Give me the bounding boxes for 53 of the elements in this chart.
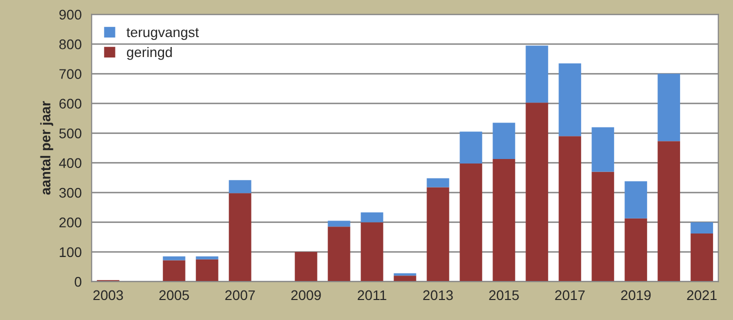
y-tick-label: 100 (60, 247, 82, 258)
y-tick-label: 200 (59, 218, 82, 228)
x-tick-label: 2019 (621, 290, 651, 300)
legend-label: geringd (126, 46, 172, 60)
y-tick-label: 800 (59, 39, 82, 50)
x-tick-label: 2003 (93, 290, 123, 300)
bar (558, 136, 582, 282)
x-tick-label: 2005 (159, 290, 189, 300)
y-tick-label: 700 (59, 69, 82, 79)
bar (492, 158, 516, 282)
bar (228, 180, 252, 194)
bar (460, 132, 482, 164)
bar (658, 141, 680, 282)
bar (592, 172, 614, 282)
legend-label: terugvangst (126, 28, 199, 40)
bar (360, 222, 384, 282)
x-tick-label: 2011 (358, 290, 386, 300)
y-tick-label: 300 (59, 188, 82, 198)
bar (690, 222, 714, 234)
bar (294, 252, 318, 282)
bar (196, 256, 218, 260)
bar (328, 226, 350, 282)
x-tick-label: 2007 (225, 290, 255, 300)
x-tick-label: 2021 (687, 290, 717, 300)
bar (492, 122, 516, 159)
y-tick-label: 0 (74, 276, 82, 287)
y-tick-label: 900 (59, 10, 82, 20)
x-tick-label: 2015 (489, 290, 519, 300)
x-tick-label: 2017 (555, 290, 585, 300)
y-tick-label: 600 (59, 98, 82, 109)
bar (658, 74, 680, 142)
bar (228, 193, 252, 282)
x-tick-label: 2013 (423, 290, 453, 300)
bar (328, 220, 350, 227)
bar (690, 234, 714, 282)
bar (162, 260, 186, 282)
y-tick-label: 500 (59, 128, 82, 138)
bar (196, 259, 218, 282)
bar (426, 187, 450, 282)
y-tick-label: 400 (59, 158, 82, 168)
bar (526, 102, 548, 282)
bar (526, 46, 548, 103)
bar (394, 276, 416, 282)
bar (360, 212, 384, 222)
bar (162, 256, 186, 260)
bar (558, 63, 582, 136)
bar (592, 127, 614, 172)
bar (624, 218, 648, 282)
bar (460, 163, 482, 282)
y-axis-title: aantal per jaar (40, 101, 54, 195)
bar (426, 178, 450, 188)
bar (624, 181, 648, 218)
x-tick-label: 2009 (291, 290, 321, 300)
